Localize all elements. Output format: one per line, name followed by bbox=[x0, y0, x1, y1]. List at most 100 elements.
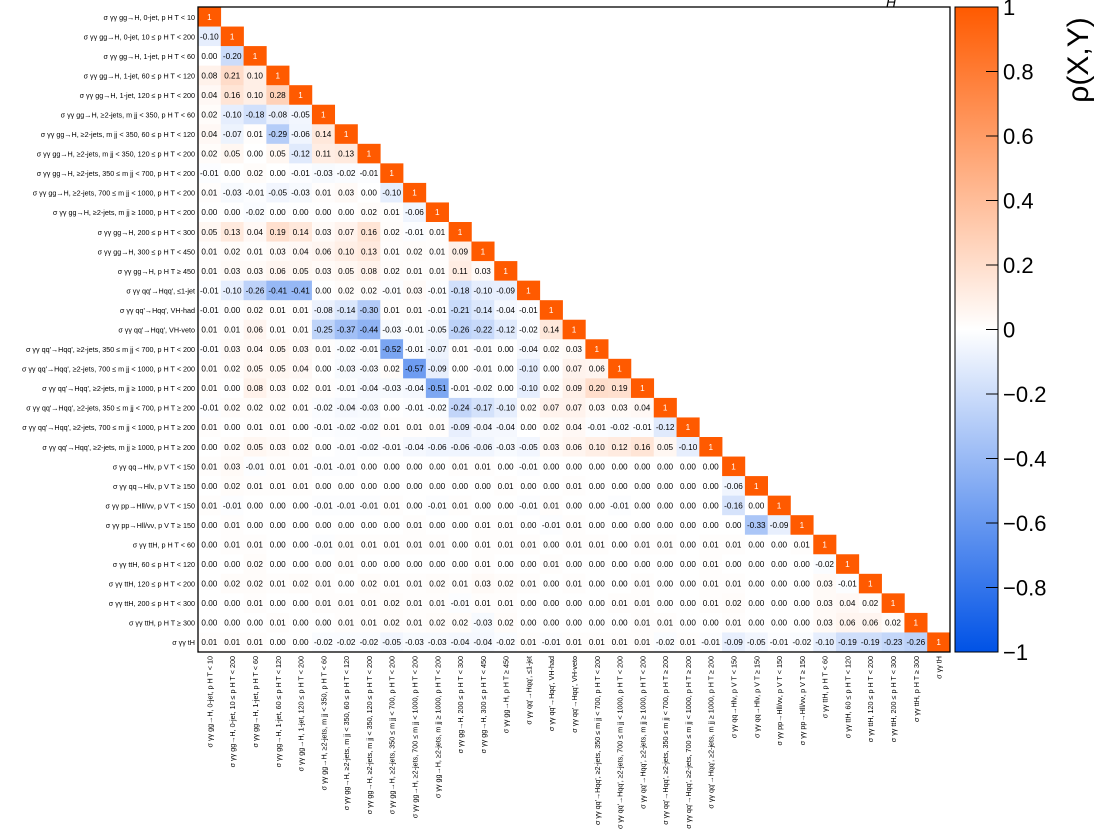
heatmap-cell bbox=[767, 534, 791, 555]
column-label: σ γγ tH bbox=[935, 656, 944, 679]
heatmap-cell bbox=[562, 632, 586, 653]
cell-value-label: 0.03 bbox=[475, 580, 491, 589]
cell-value-label: -0.01 bbox=[451, 599, 470, 608]
cell-value-label: 0.00 bbox=[293, 619, 309, 628]
cell-value-label: 0.01 bbox=[293, 404, 309, 413]
heatmap-cell bbox=[471, 417, 495, 438]
heatmap-cell bbox=[608, 397, 632, 418]
heatmap-cell bbox=[243, 456, 267, 477]
cell-value-label: 0.01 bbox=[520, 638, 536, 647]
heatmap-cell bbox=[425, 397, 449, 418]
heatmap-cell bbox=[311, 476, 336, 496]
heatmap-cell bbox=[220, 182, 244, 203]
cell-value-label: -0.01 bbox=[838, 580, 857, 589]
heatmap-cell bbox=[289, 358, 313, 379]
cell-value-label: 0.01 bbox=[270, 326, 286, 335]
cell-value-label: 0.00 bbox=[201, 599, 217, 608]
heatmap-cell bbox=[243, 300, 267, 321]
cell-value-label: 0.04 bbox=[634, 404, 650, 413]
heatmap-cell bbox=[266, 456, 290, 477]
cell-value-label: 0.00 bbox=[429, 560, 445, 569]
heatmap-cell bbox=[722, 632, 746, 653]
cell-value-label: 0.01 bbox=[452, 501, 468, 510]
heatmap-cell bbox=[562, 319, 586, 340]
heatmap-cell bbox=[220, 280, 244, 301]
cell-value-label: -0.02 bbox=[314, 638, 333, 647]
cell-value-label: 0.02 bbox=[224, 247, 240, 256]
cell-value-label: 0.06 bbox=[839, 619, 855, 628]
heatmap-cell bbox=[539, 339, 563, 360]
cell-value-label: 0.00 bbox=[543, 580, 559, 589]
cell-value-label: -0.01 bbox=[337, 501, 356, 510]
cell-value-label: 0.03 bbox=[224, 345, 240, 354]
heatmap-cell bbox=[585, 612, 609, 633]
cell-value-label: 0.01 bbox=[201, 267, 217, 276]
cell-value-label: 0.00 bbox=[612, 482, 628, 491]
cell-value-label: -0.02 bbox=[428, 404, 447, 413]
cell-value-label: 0.01 bbox=[315, 345, 331, 354]
cell-value-label: 0.01 bbox=[315, 189, 331, 198]
cell-value-label: 0.01 bbox=[201, 462, 217, 471]
heatmap-cell bbox=[403, 241, 427, 262]
heatmap-cell bbox=[198, 495, 222, 516]
heatmap-cell bbox=[311, 261, 336, 281]
cell-value-label: 1 bbox=[914, 619, 919, 628]
cell-value-label: 0.06 bbox=[862, 619, 878, 628]
cell-value-label: 0.00 bbox=[315, 208, 331, 217]
heatmap-cell bbox=[562, 437, 586, 457]
cell-value-label: -0.02 bbox=[337, 638, 356, 647]
heatmap-cell bbox=[289, 104, 313, 125]
cell-value-label: 0.01 bbox=[247, 247, 263, 256]
cell-value-label: 0.05 bbox=[270, 345, 286, 354]
heatmap-cell bbox=[904, 612, 928, 633]
heatmap-cell bbox=[790, 534, 814, 555]
heatmap-cell bbox=[311, 163, 336, 184]
cell-value-label: 0.00 bbox=[589, 482, 605, 491]
heatmap-cell bbox=[198, 437, 222, 457]
heatmap-cell bbox=[517, 495, 541, 516]
cell-value-label: -0.01 bbox=[542, 638, 561, 647]
heatmap-cell bbox=[334, 593, 358, 614]
heatmap-cell bbox=[266, 612, 290, 633]
cell-value-label: 1 bbox=[686, 423, 691, 432]
cell-value-label: 0.02 bbox=[247, 169, 263, 178]
cell-value-label: -0.03 bbox=[360, 404, 379, 413]
heatmap-cell bbox=[425, 222, 449, 242]
row-label: σ γγ ttH, p H T ≥ 300 bbox=[129, 619, 195, 628]
cell-value-label: 0.00 bbox=[407, 560, 423, 569]
heatmap-cell bbox=[517, 632, 541, 653]
heatmap-cell bbox=[790, 515, 814, 536]
heatmap-cell bbox=[289, 222, 313, 242]
heatmap-cell bbox=[289, 85, 313, 106]
cell-value-label: 0.00 bbox=[201, 482, 217, 491]
cell-value-label: -0.41 bbox=[291, 286, 310, 295]
cell-value-label: 0.03 bbox=[293, 345, 309, 354]
heatmap-cell bbox=[289, 476, 313, 496]
heatmap-cell bbox=[539, 437, 563, 457]
cell-value-label: 0.02 bbox=[247, 306, 263, 315]
heatmap-cell bbox=[448, 593, 472, 614]
heatmap-cell bbox=[425, 358, 449, 379]
cell-value-label: -0.07 bbox=[428, 345, 447, 354]
heatmap-cell bbox=[357, 378, 381, 399]
heatmap-cell bbox=[494, 280, 518, 301]
cell-value-label: 0.01 bbox=[429, 423, 445, 432]
heatmap-cell bbox=[699, 476, 723, 496]
heatmap-cell bbox=[448, 573, 472, 594]
cell-value-label: 0.01 bbox=[384, 501, 400, 510]
cell-value-label: 0.02 bbox=[224, 580, 240, 589]
cell-value-label: 0.00 bbox=[270, 501, 286, 510]
cell-value-label: 0.03 bbox=[817, 619, 833, 628]
cell-value-label: 0.06 bbox=[270, 267, 286, 276]
heatmap-cell bbox=[289, 339, 313, 360]
cell-value-label: 0.00 bbox=[612, 580, 628, 589]
column-label: σ γγ gg→H, 0-jet, 10 ≤ p H T < 200 bbox=[228, 656, 237, 767]
heatmap-cell bbox=[471, 241, 495, 262]
cell-value-label: 0.01 bbox=[452, 345, 468, 354]
heatmap-cell bbox=[220, 319, 244, 340]
heatmap-cell bbox=[220, 241, 244, 262]
cell-value-label: 0.03 bbox=[407, 286, 423, 295]
cell-value-label: -0.01 bbox=[360, 501, 379, 510]
cell-value-label: 0.01 bbox=[384, 423, 400, 432]
